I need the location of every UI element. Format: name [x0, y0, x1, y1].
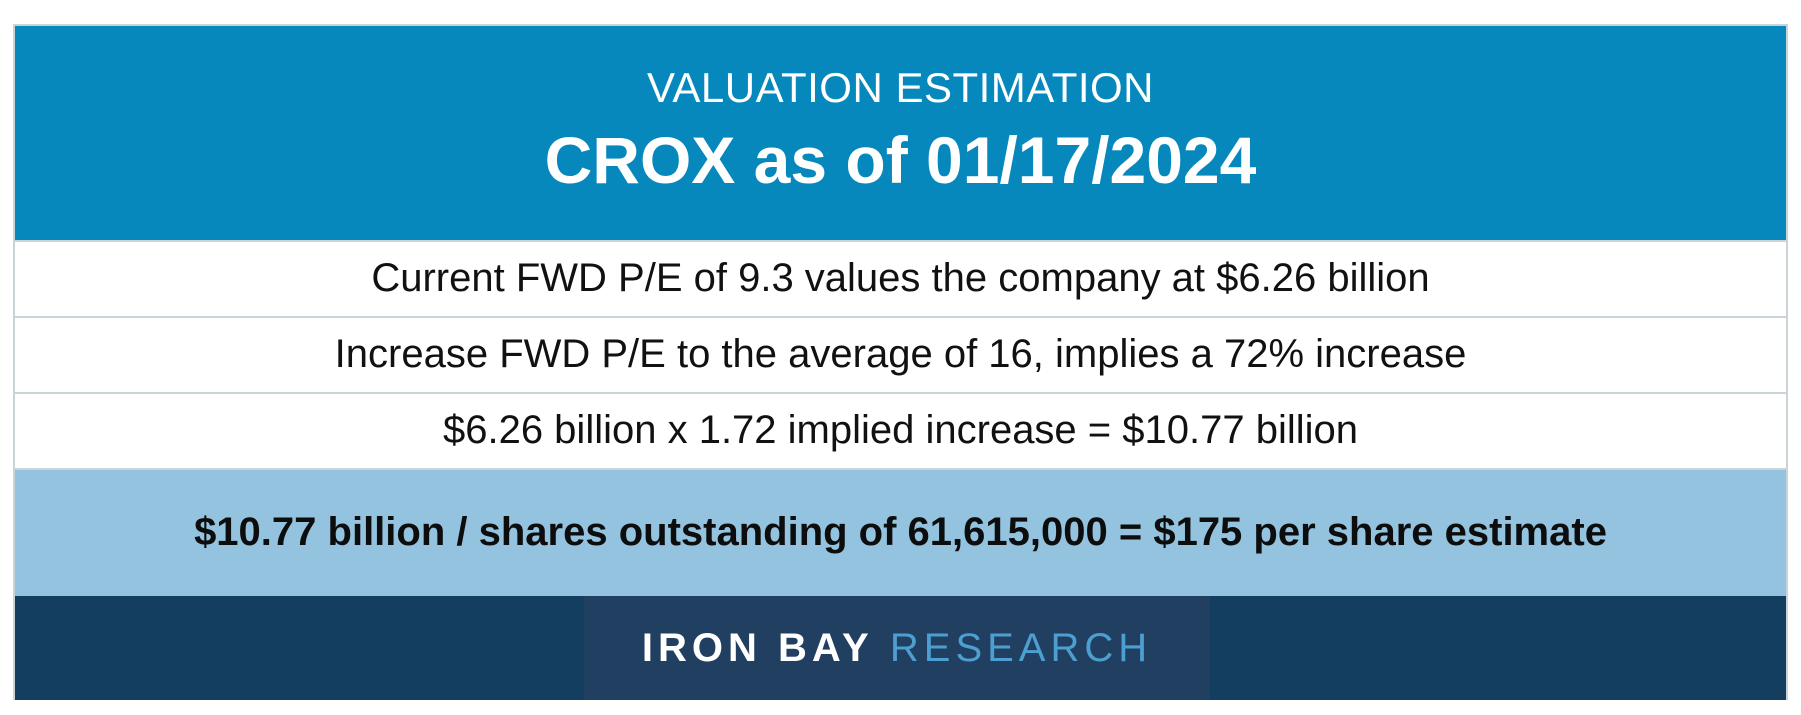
header-kicker: VALUATION ESTIMATION — [646, 64, 1155, 111]
brand-logo: IRON BAY RESEARCH — [584, 596, 1210, 700]
valuation-row-implied-value: $6.26 billion x 1.72 implied increase = … — [15, 392, 1786, 466]
valuation-row-average-pe: Increase FWD P/E to the average of 16, i… — [15, 316, 1786, 390]
logo-secondary-text: RESEARCH — [889, 626, 1153, 670]
header-title: CROX as of 01/17/2024 — [544, 123, 1257, 197]
per-share-estimate: $10.77 billion / shares outstanding of 6… — [15, 468, 1786, 596]
logo-primary-text: IRON BAY — [641, 626, 874, 670]
valuation-card: VALUATION ESTIMATION CROX as of 01/17/20… — [13, 24, 1788, 700]
header-banner: VALUATION ESTIMATION CROX as of 01/17/20… — [15, 26, 1786, 240]
valuation-row-current-pe: Current FWD P/E of 9.3 values the compan… — [15, 240, 1786, 314]
footer-band: IRON BAY RESEARCH — [15, 596, 1786, 700]
